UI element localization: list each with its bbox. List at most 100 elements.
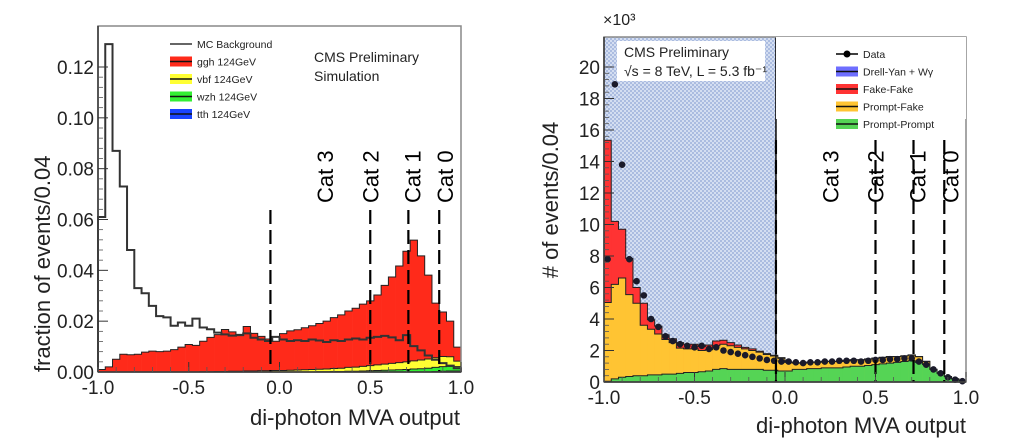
data-point (691, 344, 698, 351)
x-tick-label: 0.5 (862, 388, 888, 409)
r-bar-prompt-prompt (929, 369, 938, 382)
l-bar-ggh-124gev (446, 321, 455, 372)
l-bar-ggh-124gev (279, 333, 288, 372)
data-point (640, 292, 648, 299)
legend-label: Drell-Yan + Wγ (863, 67, 934, 79)
x-tick-label: -1.0 (82, 378, 115, 399)
y-tick-label: 18 (579, 90, 600, 111)
r-bar-prompt-prompt (763, 370, 771, 382)
right-cms-box (617, 41, 765, 81)
category-label: Cat 1 (906, 150, 931, 203)
r-bar-prompt-prompt (661, 374, 670, 382)
x-tick-label: -0.5 (678, 388, 711, 409)
l-bar-vbf-124gev (301, 369, 309, 372)
r-bar-prompt-prompt (683, 372, 692, 382)
l-bar-ggh-124gev (257, 336, 266, 372)
l-bar-ggh-124gev (337, 314, 346, 372)
r-bar-prompt-prompt (632, 375, 641, 382)
l-bar-vbf-124gev (388, 363, 396, 372)
data-point (937, 370, 944, 377)
r-outline-prompt-fake (603, 277, 967, 382)
l-bar-ggh-124gev (388, 276, 396, 372)
l-bar-vbf-124gev (308, 369, 317, 372)
l-bar-wzh-124gev (453, 366, 462, 372)
y-tick-label: 14 (579, 153, 601, 174)
l-bar-ggh-124gev (235, 334, 244, 372)
data-point (872, 356, 879, 364)
l-bar-wzh-124gev (373, 370, 382, 372)
data-point (821, 358, 829, 365)
data-point (618, 161, 626, 168)
r-bar-prompt-fake (777, 358, 786, 382)
l-bar-ggh-124gev (424, 275, 433, 372)
data-point (785, 358, 792, 365)
l-bar-ggh-124gev (127, 354, 135, 372)
l-bar-vbf-124gev (439, 356, 447, 372)
data-point (727, 348, 734, 356)
y-tick-label: 6 (589, 279, 600, 300)
data-point (843, 357, 850, 365)
r-bar-prompt-fake (756, 352, 764, 382)
l-bar-ggh-124gev (170, 349, 179, 372)
data-point (741, 351, 749, 359)
category-label: Cat 2 (358, 150, 383, 203)
data-point (676, 340, 684, 348)
l-bar-ggh-124gev (177, 347, 186, 372)
right-chart: Cat 3 Cat 2 Cat 1 Cat 0 0 2 4 6 8 10 12 14 16 18 20 -1… (538, 12, 979, 438)
left-axes: 0.00 0.02 0.04 0.06 0.08 0.10 0.12 -1.0 -0.5 0.0 0… (57, 25, 474, 399)
r-bar-prompt-prompt (799, 369, 808, 382)
data-point (734, 350, 742, 357)
category-label: Cat 0 (938, 150, 963, 203)
category-label: Cat 0 (433, 150, 458, 203)
legend-label: wzh 124GeV (196, 92, 257, 104)
l-bar-ggh-124gev (206, 337, 215, 372)
l-bar-wzh-124gev (410, 368, 418, 372)
data-point (807, 359, 814, 366)
left-legend: MC Background ggh 124GeV vbf 124GeV wzh 124… (170, 39, 272, 121)
r-bar-prompt-fake (604, 302, 612, 382)
data-point (647, 315, 655, 323)
l-bar-vbf-124gev (424, 359, 433, 372)
l-bar-ggh-124gev (105, 366, 113, 372)
y-tick-label: 0.12 (57, 58, 94, 79)
r-bar-prompt-prompt (712, 369, 721, 382)
y-tick-label: 0.06 (57, 211, 94, 232)
r-bar-prompt-fake (647, 329, 655, 382)
l-bar-vbf-124gev (344, 367, 353, 372)
l-bar-ggh-124gev (395, 266, 404, 372)
r-bar-prompt-prompt (922, 364, 931, 382)
category-label: Cat 3 (313, 150, 338, 203)
r-bar-prompt-fake (741, 348, 750, 382)
data-point (683, 342, 691, 350)
y-tick-label: 16 (579, 121, 600, 142)
r-bar-prompt-fake (748, 350, 757, 382)
r-bar-prompt-prompt (828, 367, 836, 382)
r-bar-prompt-fake (676, 348, 684, 382)
x-tick-label: 0.0 (266, 378, 292, 399)
l-bar-ggh-124gev (199, 341, 208, 372)
r-bar-prompt-fake (669, 342, 677, 382)
l-bar-ggh-124gev (264, 338, 273, 372)
data-point (669, 337, 677, 345)
x-tick-label: -1.0 (588, 388, 621, 409)
r-bar-prompt-prompt (748, 369, 757, 382)
r-bar-prompt-fake (690, 348, 699, 382)
right-data-points (604, 81, 966, 385)
r-bar-prompt-prompt (835, 367, 844, 382)
l-bar-ggh-124gev (286, 330, 295, 372)
r-bar-prompt-prompt (770, 370, 779, 382)
x-tick-label: -0.5 (172, 378, 205, 399)
data-point (604, 255, 611, 263)
r-bar-prompt-prompt (727, 369, 735, 382)
r-bar-prompt-fake (661, 339, 670, 382)
r-bar-prompt-prompt (886, 363, 894, 382)
data-point (886, 355, 894, 363)
data-point (879, 356, 887, 364)
data-point (626, 255, 633, 263)
right-legend: Data Drell-Yan + Wγ Fake-Fake Prompt-Fake Pr… (776, 37, 966, 131)
r-bar-prompt-prompt (625, 376, 634, 382)
data-point (814, 359, 821, 366)
r-bar-prompt-prompt (908, 360, 916, 382)
left-x-axis-title: di-photon MVA output (250, 405, 460, 430)
